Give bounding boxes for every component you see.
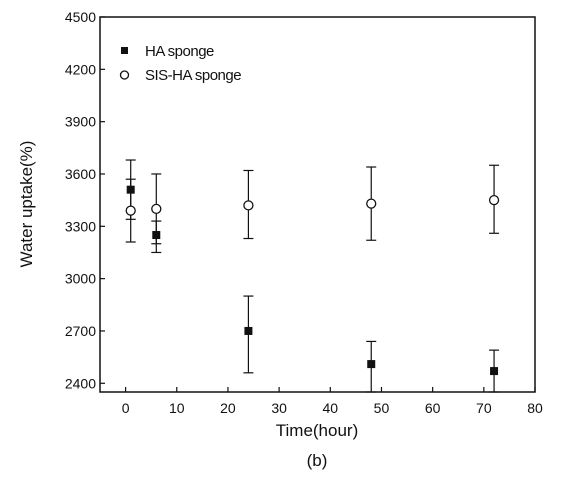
legend: HA sponge SIS-HA sponge: [119, 43, 242, 84]
x-tick-label: 60: [425, 400, 441, 416]
x-tick-label: 50: [374, 400, 390, 416]
x-tick-label: 0: [122, 400, 130, 416]
x-tick-label: 20: [220, 400, 236, 416]
x-axis-ticks: 0 10 20 30 40 50 60 70 80: [122, 387, 543, 416]
sis-ha-sponge-point: [366, 198, 377, 209]
y-tick-label: 4200: [65, 61, 96, 77]
plot-frame: [99, 16, 536, 393]
y-tick-label: 3900: [65, 114, 96, 130]
sis-ha-sponge-point: [151, 203, 162, 215]
y-tick-label: 3000: [65, 271, 96, 287]
legend-label-sis-ha-sponge: SIS-HA sponge: [145, 67, 241, 84]
legend-label-ha-sponge: HA sponge: [145, 43, 214, 60]
ha-sponge-point: [126, 185, 135, 194]
legend-marker-sis-ha-sponge: [119, 70, 130, 80]
y-tick-label: 3300: [65, 218, 96, 234]
x-tick-label: 80: [527, 400, 543, 416]
error-bars: [125, 159, 500, 393]
y-tick-label: 3600: [65, 166, 96, 182]
ha-sponge-point: [152, 231, 161, 240]
sis-ha-sponge-point: [243, 200, 254, 211]
legend-marker-ha-sponge: [121, 47, 128, 54]
y-tick-label: 4500: [65, 9, 96, 25]
x-axis-title: Time(hour): [276, 421, 359, 440]
ha-sponge-point: [490, 367, 499, 376]
y-tick-label: 2400: [65, 375, 96, 391]
x-tick-label: 10: [169, 400, 185, 416]
data-points: [125, 185, 500, 376]
ha-sponge-point: [244, 326, 253, 335]
figure-caption: (b): [307, 451, 328, 470]
y-axis-title: Water uptake(%): [17, 141, 36, 268]
sis-ha-sponge-point: [125, 205, 136, 216]
x-tick-label: 30: [271, 400, 287, 416]
x-tick-label: 40: [323, 400, 339, 416]
ha-sponge-point: [367, 360, 376, 369]
x-tick-label: 70: [476, 400, 492, 416]
sis-ha-sponge-point: [488, 194, 500, 206]
y-axis-ticks: 2400 2700 3000 3300 3600 3900 4200 4500: [65, 9, 105, 391]
y-tick-label: 2700: [65, 323, 96, 339]
